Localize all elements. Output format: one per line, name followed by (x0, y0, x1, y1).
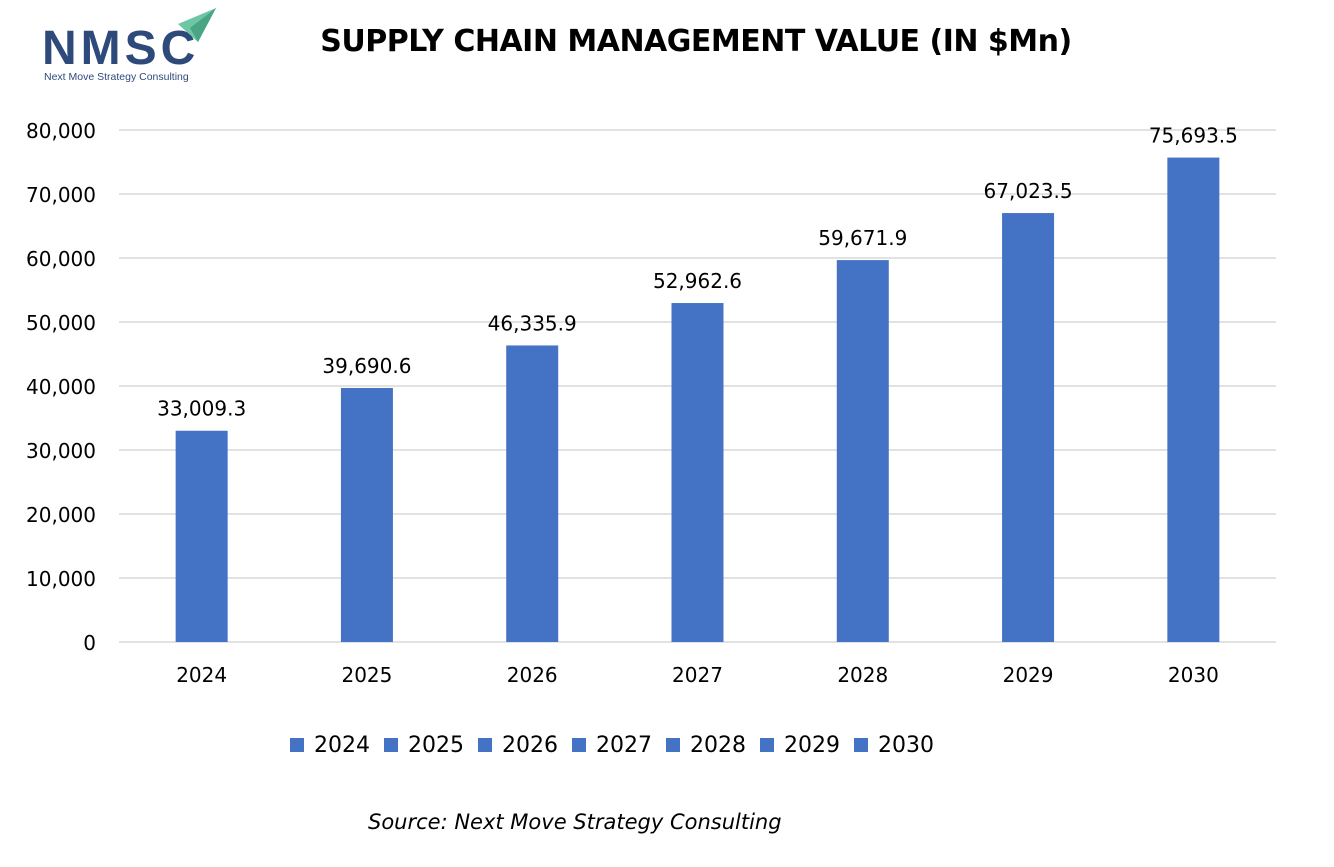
data-label-2026: 46,335.9 (488, 311, 577, 335)
y-tick-label: 30,000 (26, 439, 96, 463)
data-label-2024: 33,009.3 (157, 397, 246, 421)
x-tick-label: 2028 (837, 663, 888, 687)
legend-swatch (290, 738, 304, 752)
legend-label: 2030 (878, 732, 934, 758)
bar-2029 (1002, 213, 1055, 642)
legend-item-2027: 2027 (572, 733, 652, 758)
chart-title: SUPPLY CHAIN MANAGEMENT VALUE (IN $Mn) (320, 24, 1072, 59)
legend-swatch (666, 738, 680, 752)
x-tick-label: 2025 (341, 663, 392, 687)
legend-item-2030: 2030 (854, 733, 934, 758)
y-tick-label: 10,000 (26, 567, 96, 591)
legend-item-2028: 2028 (666, 733, 746, 758)
x-tick-label: 2026 (507, 663, 558, 687)
bar-2025 (340, 387, 393, 642)
source-note: Source: Next Move Strategy Consulting (368, 810, 782, 834)
bar-2026 (506, 345, 559, 642)
x-tick-label: 2029 (1003, 663, 1054, 687)
x-axis-tick-labels: 2024 2025 2026 2027 2028 2029 2030 (176, 663, 1219, 687)
legend-label: 2028 (690, 732, 746, 758)
chart-legend: 2024 2025 2026 2027 2028 2029 2030 (290, 730, 948, 760)
y-tick-label: 40,000 (26, 375, 96, 399)
bar-2024 (175, 430, 228, 642)
legend-swatch (854, 738, 868, 752)
bar-2028 (836, 260, 889, 642)
data-label-2028: 59,671.9 (818, 226, 907, 250)
legend-item-2025: 2025 (384, 733, 464, 758)
data-label-2030: 75,693.5 (1149, 124, 1238, 148)
legend-label: 2025 (408, 732, 464, 758)
logo-tagline: Next Move Strategy Consulting (44, 71, 189, 83)
legend-label: 2027 (596, 732, 652, 758)
legend-swatch (384, 738, 398, 752)
x-tick-label: 2027 (672, 663, 723, 687)
legend-item-2026: 2026 (478, 733, 558, 758)
legend-item-2029: 2029 (760, 733, 840, 758)
y-tick-label: 70,000 (26, 183, 96, 207)
x-tick-label: 2024 (176, 663, 227, 687)
legend-swatch (572, 738, 586, 752)
data-label-2025: 39,690.6 (322, 354, 411, 378)
y-tick-label: 60,000 (26, 247, 96, 271)
data-labels: 33,009.3 39,690.6 46,335.9 52,962.6 59,671.9… (157, 124, 1238, 421)
y-tick-label: 50,000 (26, 311, 96, 335)
data-label-2029: 67,023.5 (984, 179, 1073, 203)
y-axis-tick-labels: 0 10,000 20,000 30,000 40,000 50,000 60,000 70,… (26, 119, 96, 655)
bars (175, 157, 1220, 643)
legend-swatch (760, 738, 774, 752)
paper-plane-icon (178, 8, 216, 42)
legend-swatch (478, 738, 492, 752)
bar-2030 (1167, 157, 1220, 643)
y-tick-label: 80,000 (26, 119, 96, 143)
logo-wordmark: NMSC (42, 22, 199, 75)
y-tick-label: 20,000 (26, 503, 96, 527)
legend-label: 2029 (784, 732, 840, 758)
bar-2027 (671, 303, 724, 642)
x-tick-label: 2030 (1168, 663, 1219, 687)
legend-label: 2026 (502, 732, 558, 758)
y-tick-label: 0 (83, 631, 96, 655)
data-label-2027: 52,962.6 (653, 269, 742, 293)
legend-label: 2024 (314, 732, 370, 758)
company-logo: NMSC Next Move Strategy Consulting (42, 8, 216, 83)
legend-item-2024: 2024 (290, 733, 370, 758)
